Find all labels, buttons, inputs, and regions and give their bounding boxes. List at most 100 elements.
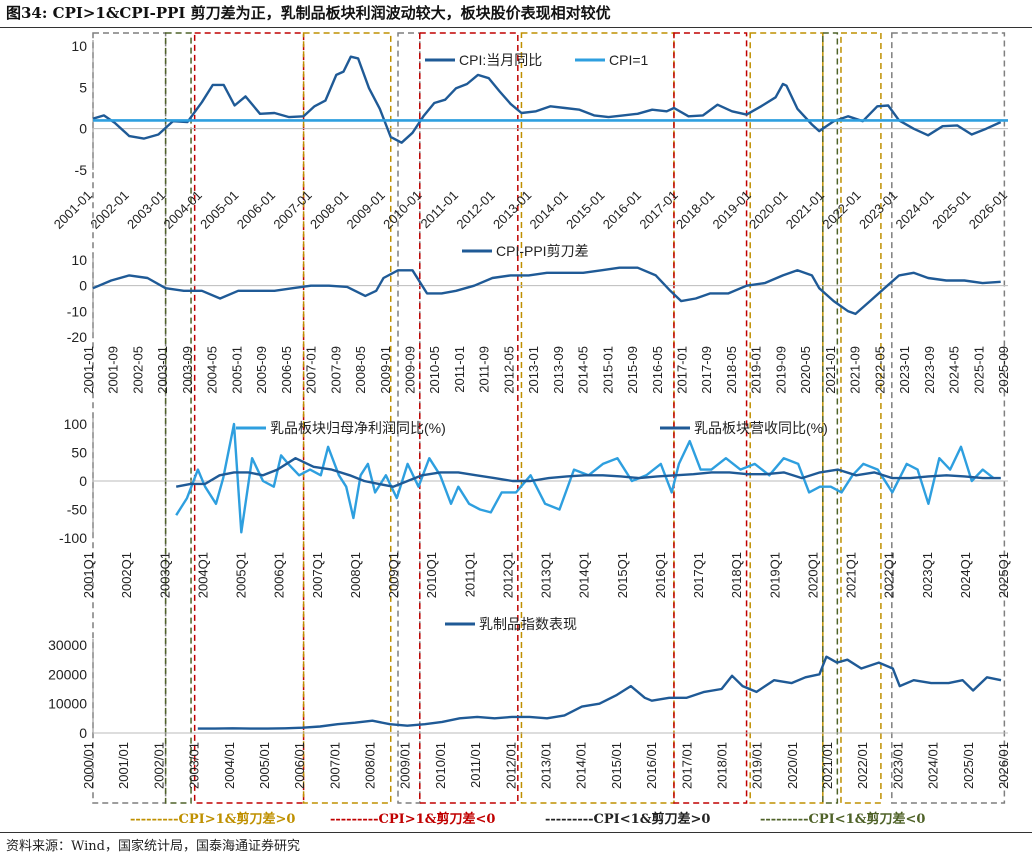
x-tick-label: 2024/01: [926, 742, 941, 789]
x-tick-label: 2018Q1: [729, 552, 744, 598]
x-tick-label: 2013/01: [539, 742, 554, 789]
x-tick-label: 2019Q1: [767, 552, 782, 598]
x-tick-label: 2008Q1: [348, 552, 363, 598]
x-tick-label: 2009-09: [402, 346, 417, 394]
x-tick-label: 2015/01: [609, 742, 624, 789]
x-tick-label: 2016Q1: [653, 552, 668, 598]
x-tick-label: 2003-09: [180, 346, 195, 394]
regime-box: [891, 32, 1006, 804]
chart-area: 1050-52001-012002-012003-012004-012005-0…: [48, 32, 1011, 827]
x-tick-label: 2017/01: [679, 742, 694, 789]
legend-label: CPI-PPI剪刀差: [496, 243, 589, 259]
x-tick-label: 2015Q1: [615, 552, 630, 598]
regime-box: [397, 32, 421, 804]
y-tick-label: 30000: [48, 637, 87, 653]
x-tick-label: 2005Q1: [234, 552, 249, 598]
x-tick-label: 2023Q1: [920, 552, 935, 598]
regime-box: [520, 32, 675, 804]
x-tick-label: 2025/01: [961, 742, 976, 789]
x-tick-label: 2012/01: [503, 742, 518, 789]
x-tick-label: 2022-05: [872, 346, 887, 394]
y-tick-label: -5: [75, 162, 88, 178]
x-tick-label: 2005-01: [229, 346, 244, 394]
regime-legend-item: ---------CPI<1&剪刀差<0: [760, 811, 925, 827]
x-tick-label: 2002-01: [87, 188, 131, 232]
x-tick-label: 2002Q1: [119, 552, 134, 598]
x-tick-label: 2023/01: [890, 742, 905, 789]
series-line: [92, 55, 1002, 144]
y-tick-label: 10: [71, 252, 87, 268]
x-tick-label: 2016/01: [644, 742, 659, 789]
y-tick-label: -100: [59, 530, 87, 546]
y-tick-label: 5: [79, 79, 87, 95]
x-tick-label: 2014Q1: [577, 552, 592, 598]
regime-box: [749, 32, 824, 804]
legend-label: 乳品板块归母净利润同比(%): [270, 420, 446, 436]
regime-legend-item: ---------CPI>1&剪刀差>0: [130, 811, 295, 827]
x-tick-label: 2008-05: [353, 346, 368, 394]
source-note: 资料来源：Wind，国家统计局，国泰海通证券研究: [6, 839, 300, 854]
x-tick-label: 2013Q1: [539, 552, 554, 598]
y-tick-label: -50: [67, 502, 87, 518]
x-tick-label: 2003-01: [155, 346, 170, 394]
x-tick-label: 2022/01: [855, 742, 870, 789]
x-tick-label: 2012-05: [501, 346, 516, 394]
x-tick-label: 2012Q1: [500, 552, 515, 598]
y-tick-label: 0: [79, 278, 87, 294]
x-tick-label: 2006-05: [279, 346, 294, 394]
y-tick-label: 10: [71, 38, 87, 54]
x-tick-label: 2009/01: [398, 742, 413, 789]
x-tick-label: 2011-09: [477, 346, 492, 393]
x-tick-label: 2009-01: [344, 188, 388, 232]
regime-box: [822, 32, 839, 804]
x-tick-label: 2008-01: [307, 188, 351, 232]
x-tick-label: 2007-01: [304, 346, 319, 394]
x-tick-label: 2022Q1: [882, 552, 897, 598]
x-tick-label: 2019-09: [773, 346, 788, 394]
y-tick-label: 20000: [48, 666, 87, 682]
x-tick-label: 2021-09: [848, 346, 863, 394]
regime-box: [92, 32, 167, 804]
x-tick-label: 2011/01: [468, 742, 483, 788]
y-tick-label: -10: [67, 303, 87, 319]
x-tick-label: 2004/01: [222, 742, 237, 789]
x-tick-label: 2002/01: [151, 742, 166, 789]
x-tick-label: 2012-01: [453, 188, 497, 232]
series-line: [92, 266, 1001, 316]
regime-legend-item: ---------CPI>1&剪刀差<0: [330, 811, 495, 827]
x-tick-label: 2024-05: [947, 346, 962, 394]
x-tick-label: 2024Q1: [958, 552, 973, 598]
x-tick-label: 2007Q1: [310, 552, 325, 598]
regime-boxes: [92, 32, 1006, 804]
x-tick-label: 2001-09: [106, 346, 121, 394]
x-tick-label: 2015-09: [625, 346, 640, 394]
x-tick-label: 2010Q1: [424, 552, 439, 598]
chart-panel-3: 100 50 0 -50 -100 2001Q1 2002Q1 2003Q1 2004Q1 200…: [59, 416, 1011, 598]
x-tick-label: 2021/01: [820, 742, 835, 789]
x-tick-label: 2006Q1: [272, 552, 287, 598]
x-tick-label: 2001/01: [116, 742, 131, 789]
x-tick-label: 2010-05: [427, 346, 442, 394]
x-tick-label: 2025-01: [929, 188, 973, 232]
x-tick-label: 2019-01: [749, 346, 764, 394]
x-tick-label: 2007/01: [327, 742, 342, 789]
x-tick-label: 2013-01: [490, 188, 534, 232]
regime-box: [419, 32, 519, 804]
x-tick-label: 2021-01: [783, 188, 827, 232]
regime-box: [164, 32, 192, 804]
x-tick-label: 2011-01: [417, 188, 461, 232]
x-tick-label: 2025-09: [996, 346, 1011, 394]
series-line: [175, 422, 995, 534]
x-tick-label: 2004-01: [161, 188, 205, 232]
x-tick-label: 2003-01: [124, 188, 168, 232]
x-tick-label: 2013-09: [551, 346, 566, 394]
x-tick-label: 2001-01: [81, 346, 96, 394]
y-tick-label: 10000: [48, 696, 87, 712]
y-tick-label: 0: [79, 121, 87, 137]
x-tick-label: 2007-09: [328, 346, 343, 394]
x-tick-label: 2016-01: [600, 188, 644, 232]
y-tick-label: -20: [67, 329, 87, 345]
x-tick-label: 2024-01: [893, 188, 937, 232]
regime-box: [302, 32, 392, 804]
